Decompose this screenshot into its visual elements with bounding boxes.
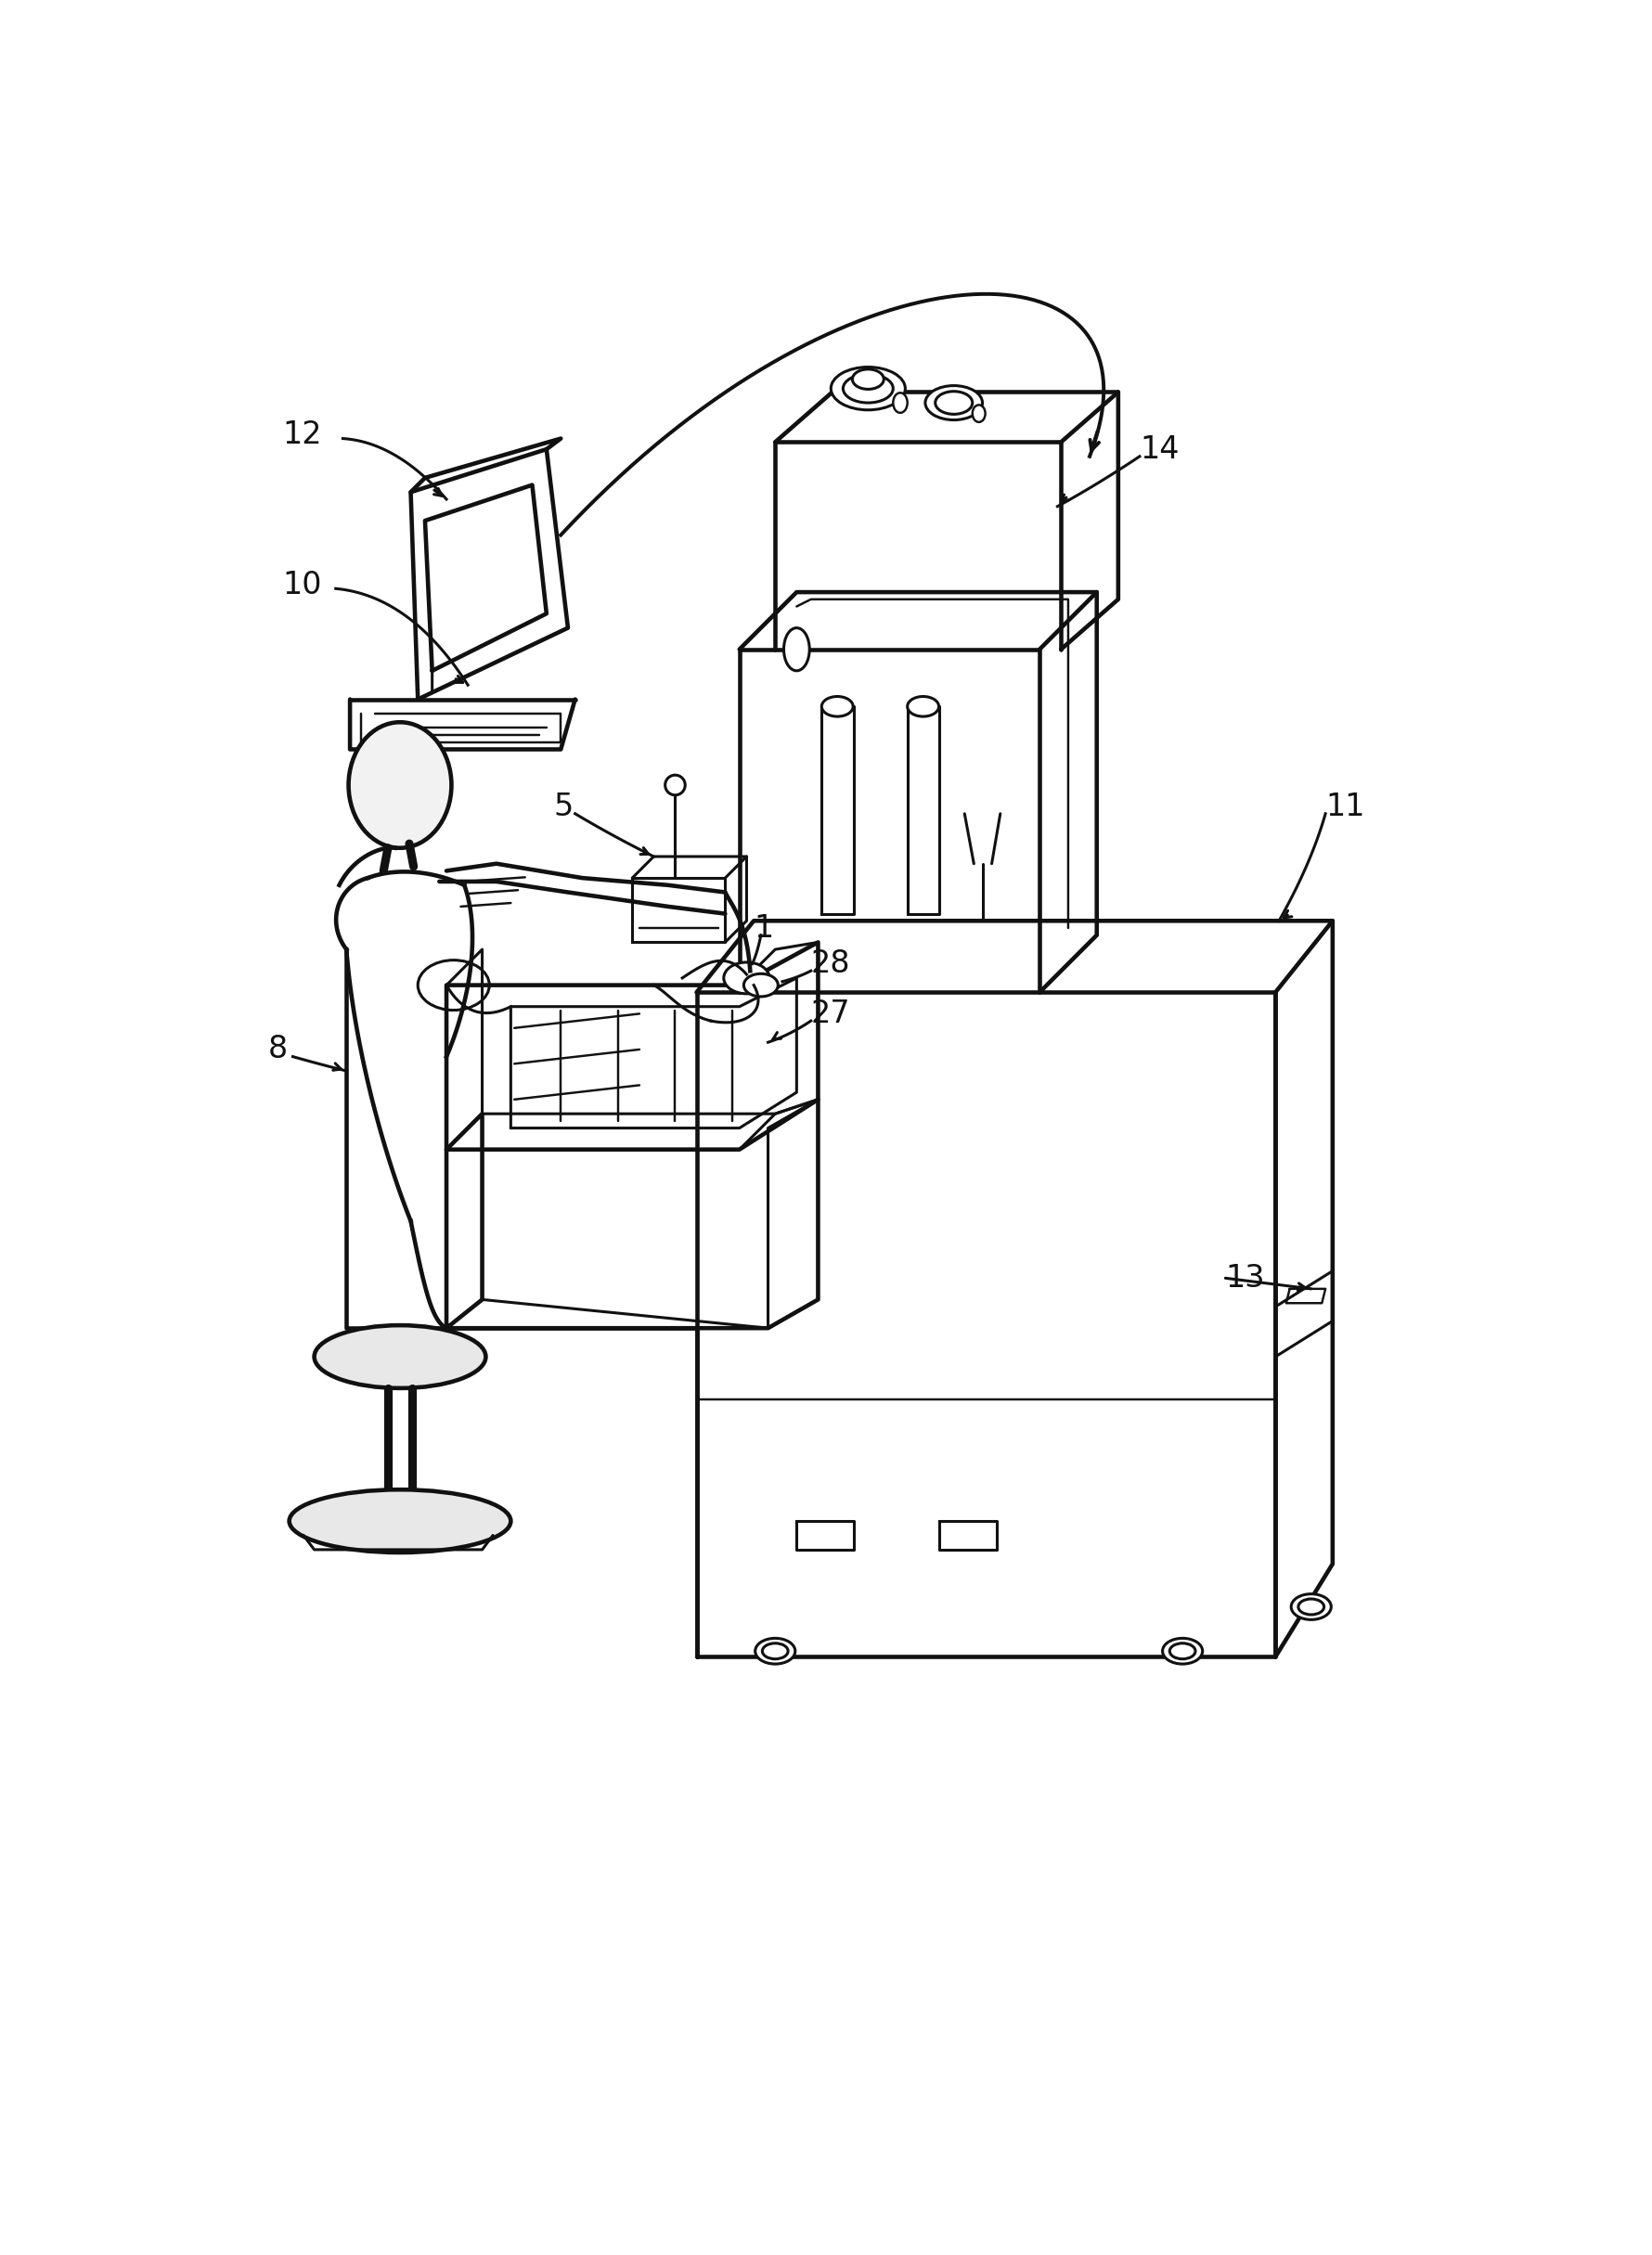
Ellipse shape	[852, 370, 884, 390]
Text: 10: 10	[282, 571, 322, 600]
Ellipse shape	[1163, 1637, 1203, 1664]
Ellipse shape	[762, 1644, 788, 1660]
Ellipse shape	[821, 697, 852, 717]
Text: 5: 5	[553, 792, 573, 821]
Text: 27: 27	[811, 999, 851, 1028]
Ellipse shape	[755, 1637, 795, 1664]
Text: 11: 11	[1325, 792, 1365, 821]
Text: 14: 14	[1140, 433, 1180, 465]
Text: 13: 13	[1226, 1263, 1265, 1294]
Ellipse shape	[843, 374, 894, 404]
Text: 8: 8	[268, 1035, 287, 1064]
Ellipse shape	[1170, 1644, 1196, 1660]
Ellipse shape	[1292, 1594, 1332, 1619]
Ellipse shape	[973, 406, 985, 422]
Ellipse shape	[935, 392, 973, 415]
Text: 1: 1	[753, 913, 773, 943]
Ellipse shape	[724, 963, 770, 994]
Ellipse shape	[743, 974, 778, 997]
Ellipse shape	[289, 1491, 510, 1551]
Ellipse shape	[783, 627, 809, 670]
Ellipse shape	[1298, 1599, 1323, 1615]
Ellipse shape	[925, 386, 983, 419]
Ellipse shape	[314, 1326, 486, 1389]
Ellipse shape	[666, 776, 686, 796]
Ellipse shape	[349, 722, 451, 848]
Ellipse shape	[894, 392, 907, 413]
Ellipse shape	[907, 697, 938, 717]
Text: 28: 28	[811, 949, 851, 979]
Text: 12: 12	[282, 419, 322, 451]
Ellipse shape	[831, 368, 905, 410]
